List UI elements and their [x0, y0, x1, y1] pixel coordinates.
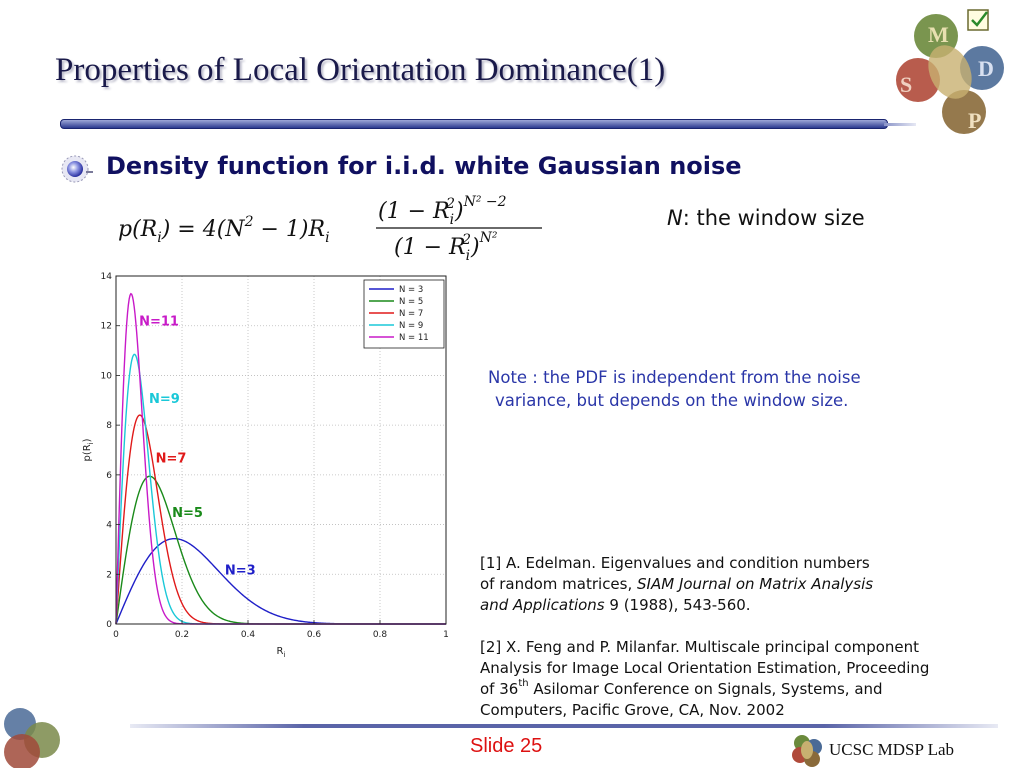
ref1-journal-1: SIAM Journal on Matrix Analysis	[637, 575, 874, 593]
formula-denominator-exp: N²	[479, 230, 498, 246]
window-size-variable: N	[667, 206, 683, 230]
ref1-line-1: [1] A. Edelman. Eigenvalues and conditio…	[480, 554, 870, 572]
x-tick-label: 0	[113, 630, 119, 640]
checkmark-icon	[971, 11, 988, 27]
ref2-line-4: Computers, Pacific Grove, CA, Nov. 2002	[480, 701, 785, 719]
ref1-journal-2: and Applications	[480, 596, 605, 614]
annotation-n9: N=9	[149, 392, 180, 407]
ref1-line-2: of random matrices, SIAM Journal on Matr…	[480, 574, 1000, 595]
y-tick-label: 4	[106, 521, 112, 531]
ref2-line-3: of 36th Asilomar Conference on Signals, …	[480, 679, 1010, 700]
reference-2: [2] X. Feng and P. Milanfar. Multiscale …	[480, 637, 1010, 721]
series-line-n3	[115, 537, 446, 625]
lab-logo-icon	[792, 735, 822, 767]
legend-label: N = 3	[399, 285, 423, 295]
formula-lhs-close: ) = 4(N	[161, 217, 246, 242]
formula-lhs-sub: i	[157, 230, 161, 246]
footer-divider	[130, 724, 998, 728]
formula-numerator-close: )	[454, 199, 464, 224]
ref2-line-3a: of 36	[480, 680, 519, 698]
note-line-1: Note : the PDF is independent from the n…	[488, 368, 861, 387]
chart-legend: N = 3 N = 5 N = 7 N = 9 N = 11	[363, 279, 445, 349]
x-tick-label: 0.8	[373, 630, 388, 640]
annotation-n5: N=5	[172, 506, 203, 521]
y-tick-label: 8	[106, 421, 112, 431]
bullet-heading: Density function for i.i.d. white Gaussi…	[106, 152, 742, 180]
svg-text:(1 − Ri2)N²: (1 − Ri2)N²	[394, 230, 498, 260]
x-tick-label: 0.2	[175, 630, 189, 640]
x-tick-label: 0.6	[307, 630, 322, 640]
chart-annotations: N=3 N=5 N=7 N=9 N=11	[139, 315, 256, 579]
bullet-icon	[61, 155, 93, 183]
formula-lhs-exp: 2	[244, 214, 254, 230]
formula-lhs-tail: − 1)R	[253, 217, 325, 242]
chart-grid	[116, 276, 446, 624]
note-line-2: variance, but depends on the window size…	[495, 391, 849, 410]
checkbox-icon	[967, 9, 989, 31]
chart-axes-frame	[115, 275, 447, 625]
formula-denominator-sub: i	[466, 248, 470, 260]
logo-letter-d: D	[978, 56, 994, 81]
slide-number: Slide 25	[470, 735, 543, 757]
footer-decorative-circles	[4, 708, 60, 768]
chart-x-axis-label: Ri	[277, 646, 286, 659]
annotation-n3: N=3	[225, 563, 256, 578]
formula-numerator: (1 − R	[378, 199, 450, 224]
ref2-line-3b: Asilomar Conference on Signals, Systems,…	[528, 680, 883, 698]
window-size-text: : the window size	[682, 206, 865, 230]
logo-letter-s: S	[900, 72, 912, 97]
y-tick-label: 6	[106, 471, 112, 481]
legend-label: N = 9	[399, 321, 423, 331]
formula-numerator-sub: i	[450, 212, 454, 228]
chart-y-axis-label: p(Ri)	[82, 438, 95, 461]
logo-letter-p: P	[968, 108, 981, 133]
window-size-note: N: the window size	[667, 206, 865, 230]
legend-label: N = 7	[399, 309, 423, 319]
ref2-line-1: [2] X. Feng and P. Milanfar. Multiscale …	[480, 638, 920, 656]
ref1-line-3: and Applications 9 (1988), 543-560.	[480, 595, 1000, 616]
y-tick-label: 12	[101, 322, 112, 332]
ref1-text-2: of random matrices,	[480, 575, 638, 593]
formula-denominator-close: )	[470, 235, 480, 260]
annotation-n11: N=11	[139, 315, 179, 330]
legend-label: N = 11	[399, 333, 429, 343]
x-tick-label: 0.4	[241, 630, 256, 640]
formula-numerator-sup: 2	[445, 196, 455, 212]
reference-1: [1] A. Edelman. Eigenvalues and conditio…	[480, 553, 1000, 616]
formula-denominator-sup: 2	[461, 232, 471, 248]
ref1-text-3: 9 (1988), 543-560.	[604, 596, 751, 614]
y-tick-label: 10	[101, 371, 113, 381]
formula-lhs: p(R	[118, 217, 157, 242]
formula-denominator: (1 − R	[394, 235, 466, 260]
title-underline-tail	[884, 123, 916, 126]
svg-text:p(Ri) = 4(N2 − 1)Ri: p(Ri) = 4(N2 − 1)Ri	[118, 214, 330, 246]
annotation-n7: N=7	[156, 451, 187, 466]
title-underline-bar	[60, 119, 888, 129]
slide-title: Properties of Local Orientation Dominanc…	[55, 52, 666, 88]
logo-letter-m: M	[928, 22, 949, 47]
formula-numerator-exp: N² −2	[463, 194, 507, 210]
x-tick-label: 1	[443, 630, 449, 640]
formula-lhs-tail-sub: i	[325, 230, 329, 246]
y-tick-label: 14	[101, 272, 113, 282]
y-tick-label: 0	[106, 620, 112, 630]
legend-box	[363, 279, 445, 349]
mdsp-logo: M D S P	[896, 9, 1004, 134]
y-tick-label: 2	[106, 570, 112, 580]
ref2-line-2: Analysis for Image Local Orientation Est…	[480, 659, 930, 677]
density-formula: p(Ri) = 4(N2 − 1)Ri (1 − Ri2)N² −2 (1 − …	[118, 194, 542, 260]
lab-name: UCSC MDSP Lab	[829, 740, 955, 759]
ref2-superscript: th	[518, 678, 529, 689]
pdf-note: Note : the PDF is independent from the n…	[488, 366, 968, 412]
series-line-n5	[115, 475, 446, 625]
legend-label: N = 5	[399, 297, 423, 307]
svg-text:(1 − Ri2)N² −2: (1 − Ri2)N² −2	[378, 194, 507, 228]
